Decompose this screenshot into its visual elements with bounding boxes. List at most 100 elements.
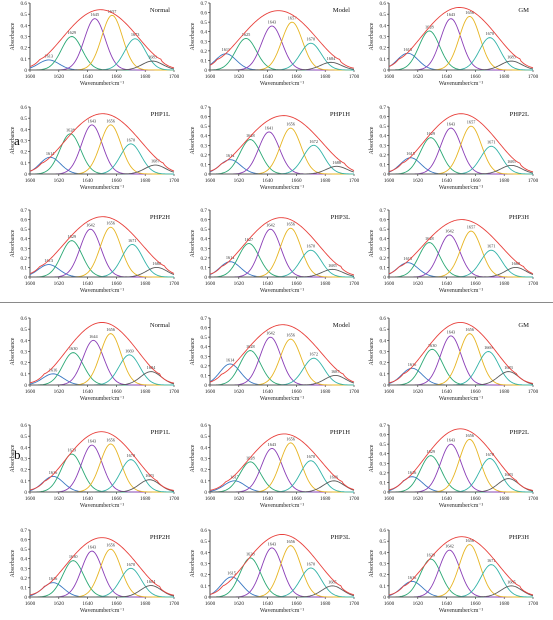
y-tick-label: 0.1 xyxy=(380,372,387,378)
envelope-curve xyxy=(209,534,355,596)
x-tick-label: 1700 xyxy=(169,74,180,80)
component-curve-1686 xyxy=(210,480,355,493)
y-tick-label: 0.6 xyxy=(21,538,28,544)
y-tick-label: 0.3 xyxy=(201,39,208,45)
peak-label-1630: 1630 xyxy=(69,346,78,351)
peak-label-1656: 1656 xyxy=(465,538,474,543)
peak-label-1670: 1670 xyxy=(127,562,136,567)
x-tick-label: 1640 xyxy=(441,74,452,80)
peak-label-1628: 1628 xyxy=(246,133,255,138)
y-tick-label: 0.3 xyxy=(380,562,387,568)
chart-title: PHP1L xyxy=(151,111,170,118)
peak-label-1656: 1656 xyxy=(286,222,295,227)
envelope-curve xyxy=(29,216,175,275)
component-curve-1643 xyxy=(30,444,174,493)
peak-label-1672: 1672 xyxy=(309,352,318,357)
peak-label-1673: 1673 xyxy=(131,32,140,37)
y-tick-label: 0.3 xyxy=(380,246,387,252)
x-axis-label: Wavenumber/cm⁻¹ xyxy=(439,608,484,614)
peak-label-1670: 1670 xyxy=(486,31,495,36)
y-tick-label: 0 xyxy=(383,490,386,496)
y-tick-label: 0.5 xyxy=(201,20,208,26)
x-axis-label: Wavenumber/cm⁻¹ xyxy=(260,396,305,402)
x-tick-label: 1640 xyxy=(441,601,452,607)
x-tick-label: 1660 xyxy=(470,74,481,80)
x-tick-label: 1620 xyxy=(54,74,65,80)
peak-label-1670: 1670 xyxy=(127,137,136,142)
x-tick-label: 1700 xyxy=(169,281,180,287)
x-tick-label: 1640 xyxy=(262,74,273,80)
x-axis-label: Wavenumber/cm⁻¹ xyxy=(260,185,305,191)
x-axis-label: Wavenumber/cm⁻¹ xyxy=(439,288,484,294)
peak-label-1627: 1627 xyxy=(245,237,254,242)
x-tick-label: 1700 xyxy=(528,281,539,287)
peak-label-1641: 1641 xyxy=(265,125,274,130)
component-curve-1683 xyxy=(30,479,175,493)
section-a-label: a xyxy=(14,133,20,148)
y-tick-label: 0.4 xyxy=(380,134,387,140)
y-tick-label: 0 xyxy=(24,275,27,281)
chart-panel-2: 0 0.1 0.2 0.3 0.4 0.5 0.6 0.7 1600 1620 1640 1660 16… xyxy=(190,1,360,87)
peak-label-1685: 1685 xyxy=(507,55,516,60)
x-tick-label: 1620 xyxy=(54,601,65,607)
y-tick-label: 0.1 xyxy=(380,584,387,590)
y-tick-label: 0.6 xyxy=(380,433,387,439)
y-axis-label: Absorbance xyxy=(190,229,196,257)
x-axis-label: Wavenumber/cm⁻¹ xyxy=(260,503,305,509)
x-tick-label: 1660 xyxy=(111,601,122,607)
chart-panel-11: 0 0.1 0.2 0.3 0.4 0.5 0.6 0.7 1600 1620 1640 1660 16… xyxy=(190,316,360,402)
component-curve-1656 xyxy=(30,548,174,598)
y-tick-label: 0.2 xyxy=(380,153,387,159)
y-tick-label: 0.6 xyxy=(380,528,387,534)
peak-label-1628: 1628 xyxy=(246,551,255,556)
component-curve-1656 xyxy=(30,443,174,493)
x-tick-label: 1600 xyxy=(205,178,216,184)
peak-label-1671: 1671 xyxy=(487,140,496,145)
y-axis-label: Absorbance xyxy=(10,549,16,577)
y-tick-label: 0 xyxy=(24,595,27,601)
x-tick-label: 1660 xyxy=(291,74,302,80)
peak-label-1685: 1685 xyxy=(507,579,516,584)
x-tick-label: 1620 xyxy=(54,389,65,395)
x-tick-label: 1600 xyxy=(25,496,36,502)
component-curve-1684 xyxy=(30,585,175,598)
y-tick-label: 0.4 xyxy=(21,23,28,29)
y-tick-label: 0.6 xyxy=(21,1,28,7)
peak-label-1643: 1643 xyxy=(447,122,456,127)
x-tick-label: 1680 xyxy=(499,389,510,395)
y-tick-label: 0.5 xyxy=(201,335,208,341)
x-tick-label: 1600 xyxy=(25,74,36,80)
y-tick-label: 0.4 xyxy=(201,30,208,36)
y-tick-label: 0.3 xyxy=(21,457,28,463)
envelope-curve xyxy=(29,537,175,596)
x-tick-label: 1680 xyxy=(499,496,510,502)
x-tick-label: 1700 xyxy=(528,74,539,80)
envelope-curve xyxy=(388,536,534,596)
peak-label-1657: 1657 xyxy=(467,120,476,125)
y-tick-label: 0.7 xyxy=(201,1,208,7)
chart-title: PHP1H xyxy=(330,429,350,436)
component-curve-1643 xyxy=(30,550,174,598)
x-tick-label: 1680 xyxy=(320,601,331,607)
y-tick-label: 0.6 xyxy=(380,316,387,322)
x-tick-label: 1600 xyxy=(384,178,395,184)
x-tick-label: 1620 xyxy=(413,74,424,80)
component-curve-1613 xyxy=(29,264,174,278)
peak-label-1657: 1657 xyxy=(288,16,297,21)
peak-label-1684: 1684 xyxy=(327,56,336,61)
y-axis-label: Absorbance xyxy=(10,22,16,50)
x-tick-label: 1700 xyxy=(528,389,539,395)
envelope-curve xyxy=(209,324,355,383)
y-tick-label: 0.1 xyxy=(201,162,208,168)
y-tick-label: 0.1 xyxy=(380,265,387,271)
chart-panel-4: 0 0.1 0.2 0.3 0.4 0.5 0.6 1600 1620 1640 1660 1680 1… xyxy=(10,105,180,191)
envelope-curve xyxy=(388,322,534,384)
x-axis-label: Wavenumber/cm⁻¹ xyxy=(439,396,484,402)
x-tick-label: 1660 xyxy=(291,281,302,287)
chart-panel-10: 0 0.1 0.2 0.3 0.4 0.5 0.6 1600 1620 1640 1660 1680 1… xyxy=(10,316,180,402)
x-tick-label: 1620 xyxy=(413,389,424,395)
chart-title: PHP2L xyxy=(510,429,529,436)
y-axis-label: Absorbance xyxy=(369,229,375,257)
y-tick-label: 0.5 xyxy=(21,327,28,333)
envelope-curve xyxy=(209,115,355,172)
